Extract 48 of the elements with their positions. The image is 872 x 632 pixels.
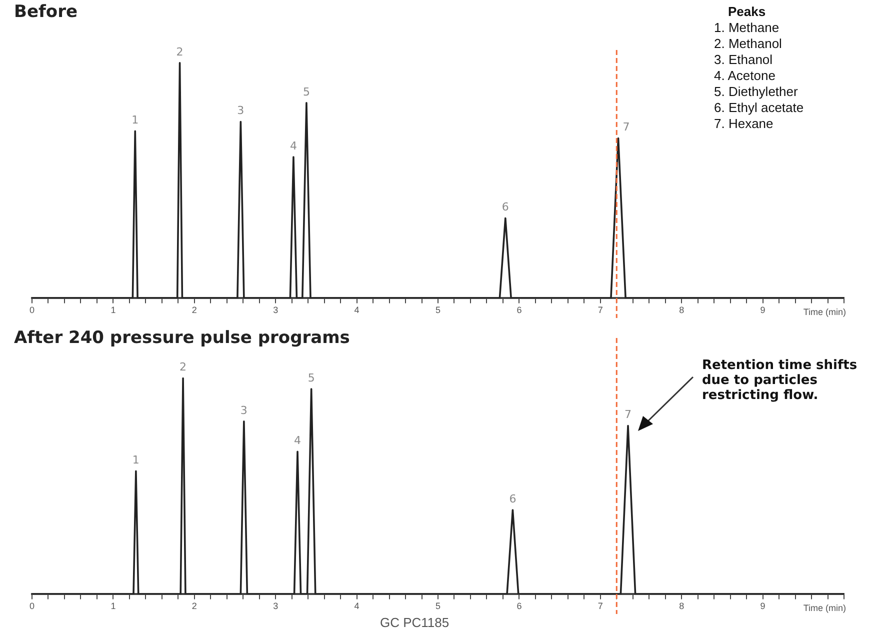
x-tick-label: 8 [679,305,684,316]
x-tick-label: 5 [435,305,441,316]
annotation: 5. Diethylether [714,84,799,100]
annotation: 2 [180,360,187,374]
chart-title: Before [14,2,78,22]
annotation: Retention time shifts due to particles restricting flow. [702,358,858,403]
x-tick-label: 4 [354,305,360,316]
annotation: 4 [294,434,302,448]
x-tick-label: 9 [760,601,766,612]
x-tick-label: 8 [679,601,684,612]
x-tick-label: 5 [435,601,441,612]
x-axis-title: Time (min) [803,307,846,318]
x-tick-label: 0 [29,305,35,316]
x-tick-label: 7 [598,305,603,316]
annotation: 7 [622,120,630,134]
x-tick-label: 7 [598,601,603,612]
annotation: 1 [132,114,139,127]
annotation: 4. Acetone [714,68,776,84]
chart-title: After 240 pressure pulse programs [14,328,350,348]
x-tick-label: 6 [516,601,522,612]
x-tick-label: 2 [192,601,197,612]
text: GC PC1185 [380,615,450,631]
annotation: 3 [240,404,248,417]
annotation: 3. Ethanol [714,52,774,68]
text: Peaks [727,4,767,20]
annotation: 5 [302,85,310,98]
annotation: 7. Hexane [714,116,774,132]
x-tick-label: 4 [354,601,360,612]
x-tick-label: 6 [516,305,522,316]
x-tick-label: 9 [760,305,766,316]
x-axis-title: Time (min) [803,603,846,614]
text: 2. Methanol [714,36,783,52]
x-tick-label: 3 [273,601,278,612]
text: 1. Methane [714,20,780,36]
x-tick-label: 2 [192,305,197,316]
annotation: 2 [176,45,184,58]
annotation: 6. Ethyl acetate [714,100,805,116]
x-tick-label: 3 [273,305,278,316]
x-tick-label: 1 [110,601,116,612]
x-tick-label: 1 [110,305,116,316]
annotation: 6 [509,492,516,506]
annotation: 3 [237,104,244,118]
annotation: 1 [132,453,140,466]
annotation: 5 [308,371,315,384]
annotation: 4 [290,139,297,152]
x-tick-label: 0 [29,601,35,612]
annotation: 6 [502,200,509,214]
annotation: 7 [624,408,632,422]
